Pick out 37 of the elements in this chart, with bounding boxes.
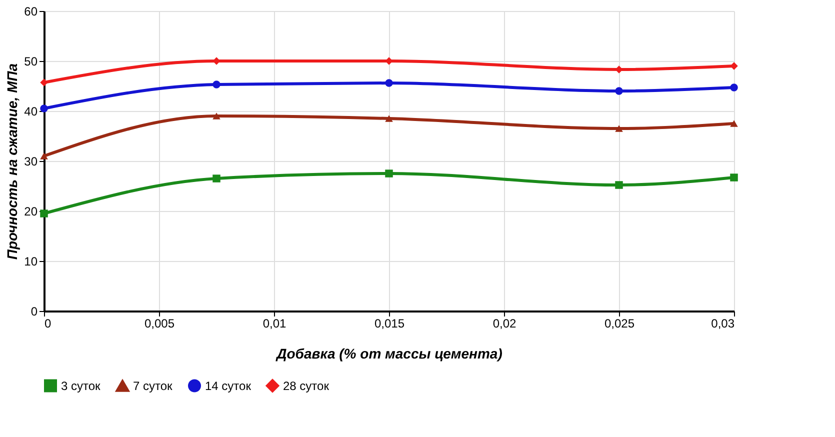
y-tick-label: 30 [24,154,38,168]
point [40,152,48,160]
x-axis-title: Добавка (% от массы цемента) [276,346,503,362]
y-tick-label: 10 [24,254,38,268]
point [212,174,220,182]
x-tick-label: 0,015 [374,316,405,330]
point [730,62,738,70]
point [40,104,48,112]
point [615,87,623,95]
point [212,112,220,120]
point [730,84,738,92]
legend-label: 7 суток [133,379,174,394]
y-axis-title: Прочность на сжатие, МПа [4,63,20,260]
y-tick-label: 0 [30,304,38,318]
point [615,125,623,132]
point [385,170,393,178]
point [40,78,48,86]
x-tick-label: 0,025 [604,316,635,330]
point [385,115,393,122]
point [730,120,738,127]
x-tick-label: 0 [44,316,52,330]
x-tick-label: 0,01 [262,316,286,330]
x-tick-label: 0,005 [144,316,175,330]
y-tick-label: 20 [24,204,38,218]
y-tick-label: 40 [24,104,38,118]
point [730,174,738,182]
legend-label: 14 суток [205,378,252,393]
point [615,181,623,189]
legend-label: 3 суток [61,378,102,393]
y-tick-label: 60 [24,4,38,18]
point [40,210,48,218]
legend-label: 28 суток [283,378,330,393]
y-tick-label: 50 [24,54,38,68]
x-tick-label: 0,02 [492,316,516,330]
point [385,79,393,87]
x-tick-label: 0,03 [711,316,735,330]
point [212,80,220,88]
